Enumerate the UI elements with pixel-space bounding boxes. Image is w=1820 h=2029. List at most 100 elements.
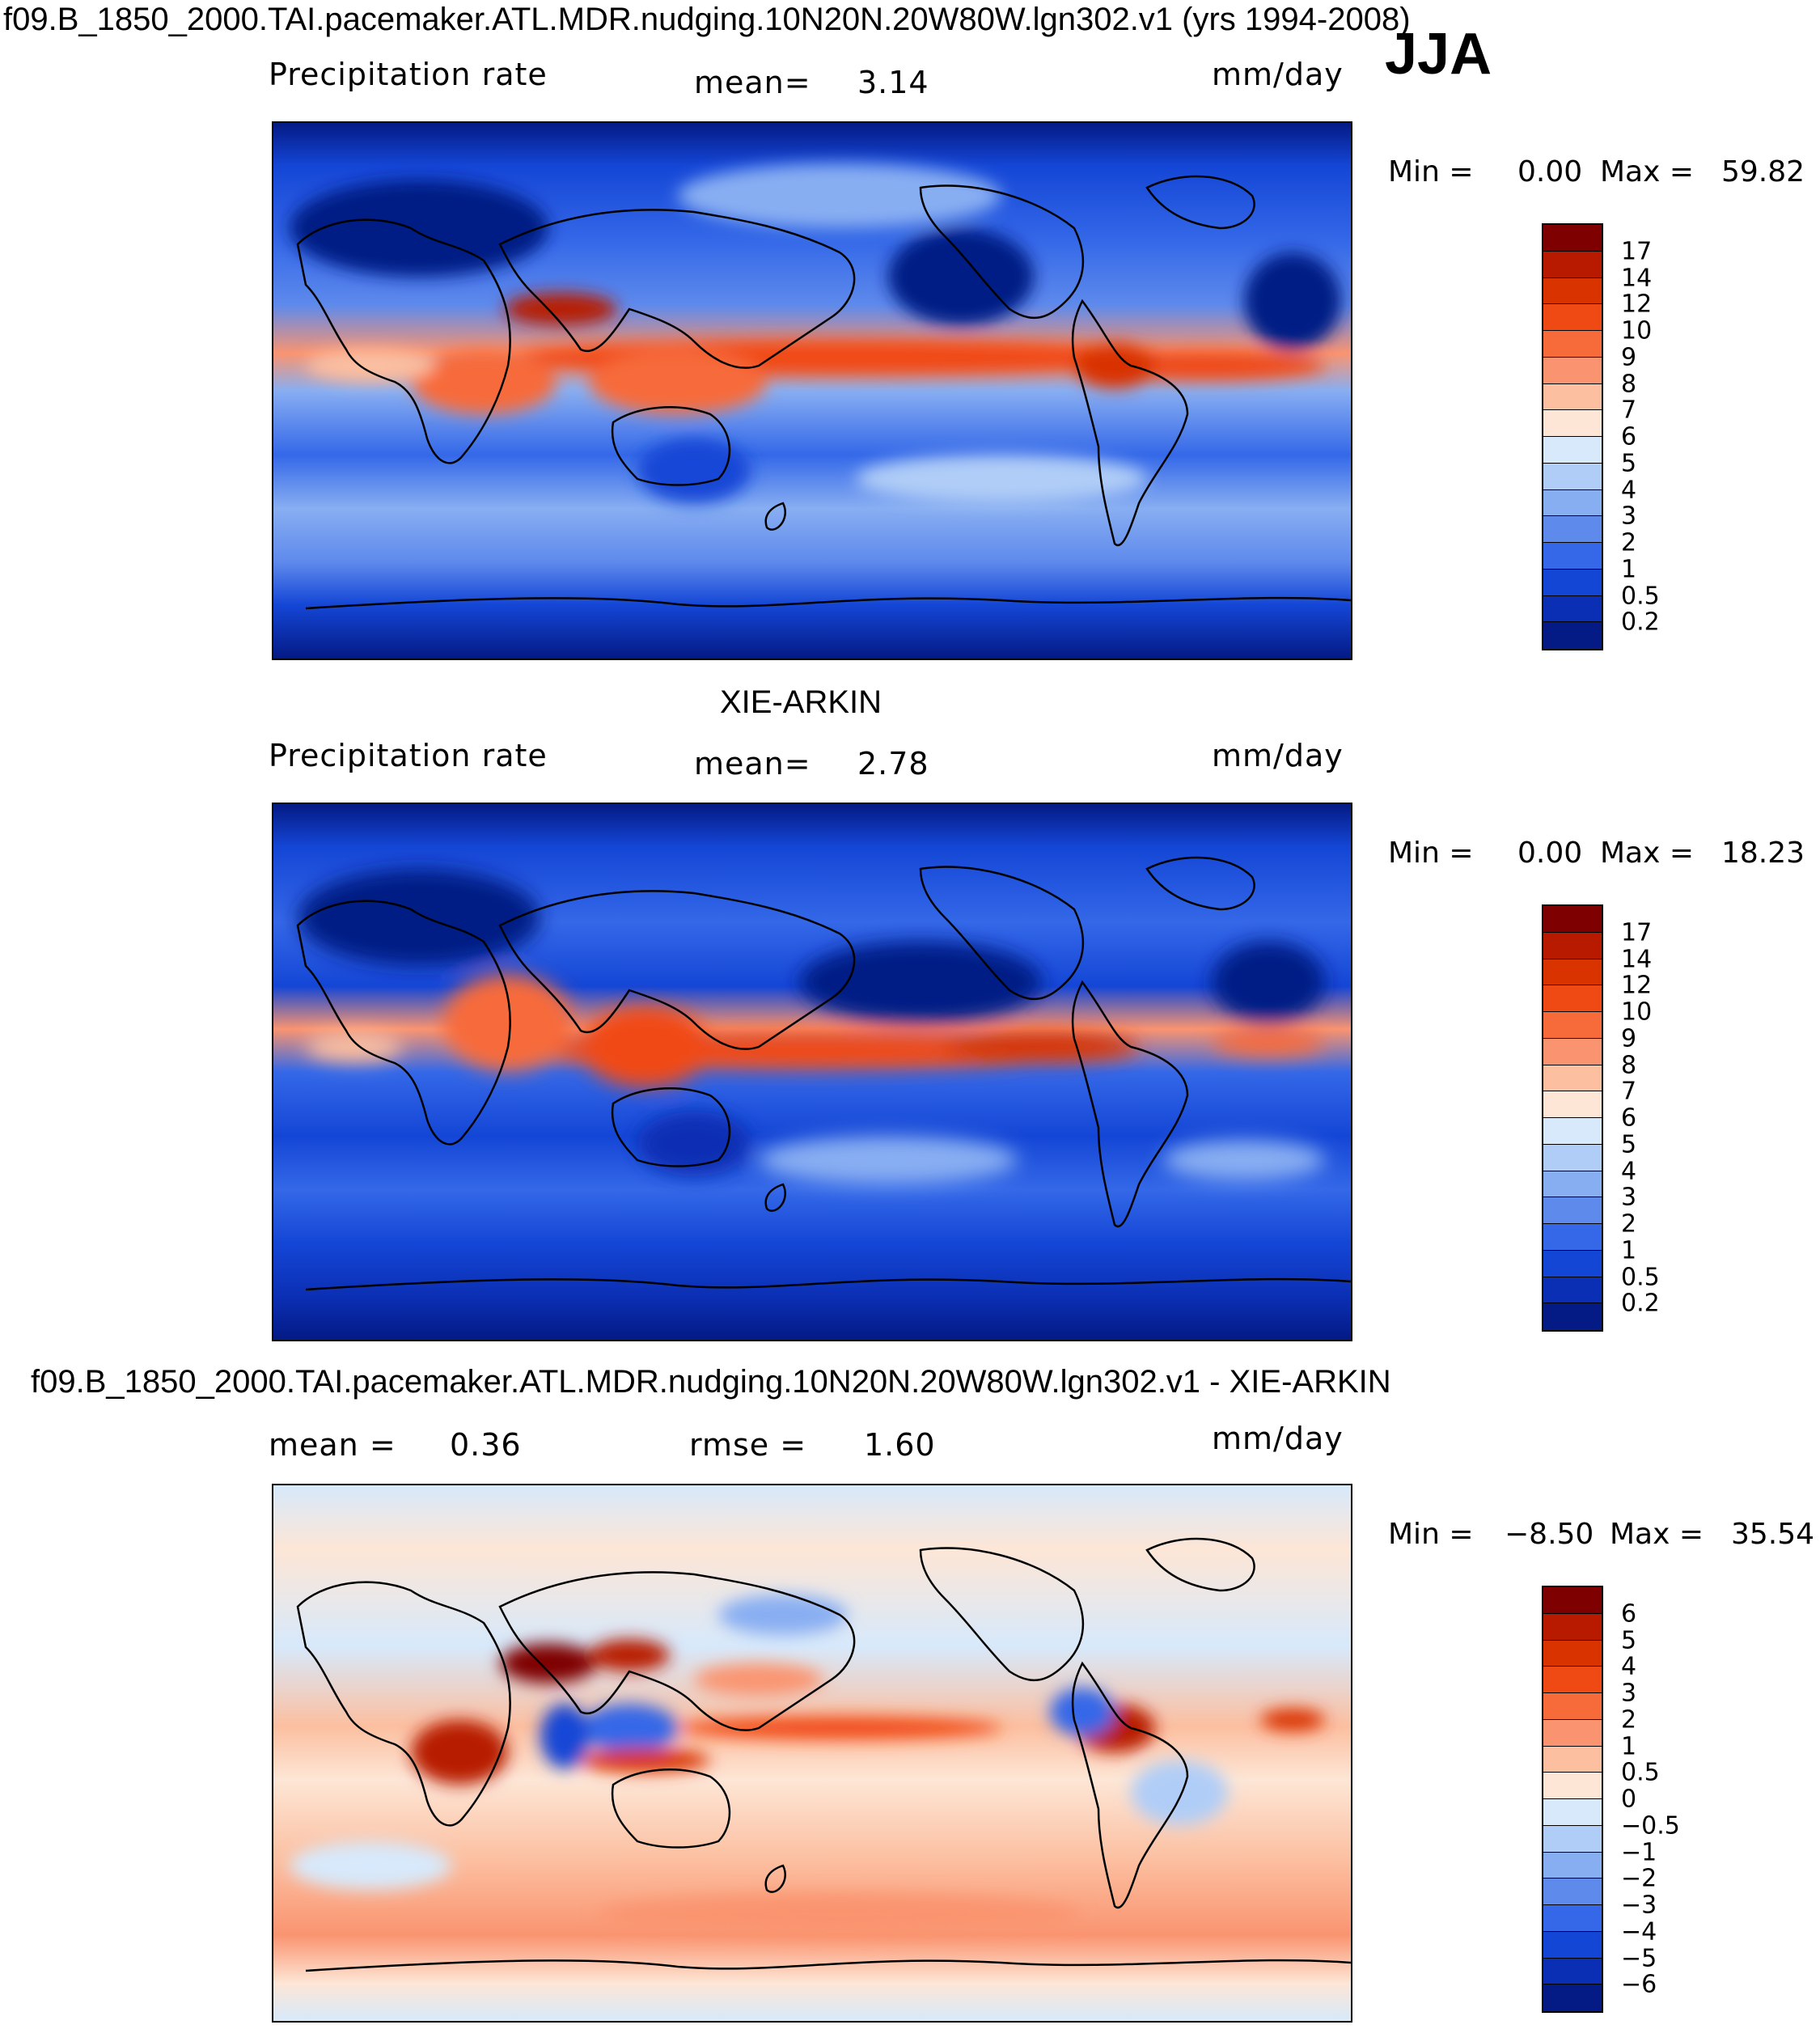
colorbar-swatch	[1543, 489, 1602, 517]
colorbar-swatch	[1543, 383, 1602, 411]
colorbar	[1542, 223, 1603, 650]
coastlines	[296, 175, 1351, 610]
colorbar-tick-label: 3	[1621, 1183, 1637, 1212]
colorbar-swatch	[1543, 331, 1602, 358]
colorbar-swatch	[1543, 410, 1602, 437]
colorbar-tick-label: 3	[1621, 502, 1637, 531]
field-label: Precipitation rate	[269, 57, 548, 92]
colorbar-tick-label: −6	[1621, 1970, 1657, 1999]
colorbar-swatch	[1543, 1985, 1602, 2011]
max-label: Max =	[1600, 837, 1695, 870]
colorbar-tick-label: 10	[1621, 998, 1653, 1027]
colorbar-tick-label: −1	[1621, 1838, 1657, 1866]
mean-value: 3.14	[857, 65, 929, 100]
colorbar-tick-label: 0.2	[1621, 1289, 1660, 1318]
colorbar-tick-label: 5	[1621, 449, 1637, 478]
colorbar-swatch	[1543, 1065, 1602, 1092]
min-label: Min =	[1388, 1518, 1474, 1551]
colorbar-tick-label: 2	[1621, 1209, 1637, 1239]
precip-features	[290, 163, 1341, 503]
colorbar-tick-label: −0.5	[1621, 1811, 1680, 1841]
colorbar-tick-label: 14	[1621, 945, 1653, 973]
colorbar-tick-label: 8	[1621, 370, 1637, 398]
rmse-value: 1.60	[864, 1427, 936, 1463]
colorbar-swatch	[1543, 1091, 1602, 1118]
colorbar-tick-label: 5	[1621, 1626, 1637, 1654]
colorbar-tick-label: 0.2	[1621, 608, 1660, 637]
colorbar-swatch	[1543, 569, 1602, 596]
colorbar-tick-label: 8	[1621, 1051, 1637, 1079]
figure-title: f09.B_1850_2000.TAI.pacemaker.ATL.MDR.nu…	[3, 2, 1411, 37]
colorbar-tick-label: 4	[1621, 476, 1637, 504]
colorbar-swatch	[1543, 1277, 1602, 1304]
colorbar-tick-label: −4	[1621, 1917, 1657, 1946]
max-value: 35.54	[1731, 1518, 1815, 1551]
mean-label: mean=	[694, 65, 811, 100]
colorbar-swatch	[1543, 1773, 1602, 1799]
colorbar-swatch	[1543, 595, 1602, 623]
colorbar-tick-label: 12	[1621, 971, 1653, 1000]
rmse-label: rmse =	[689, 1427, 807, 1463]
colorbar-swatch	[1543, 1746, 1602, 1773]
colorbar-swatch	[1543, 1667, 1602, 1693]
colorbar-swatch	[1543, 437, 1602, 464]
colorbar-swatch	[1543, 277, 1602, 305]
coastlines	[296, 856, 1351, 1291]
colorbar-swatch	[1543, 1825, 1602, 1853]
units-label: mm/day	[1212, 1421, 1344, 1456]
units-label: mm/day	[1212, 57, 1344, 92]
colorbar-tick-label: 5	[1621, 1130, 1637, 1159]
colorbar-swatch	[1543, 516, 1602, 543]
colorbar-swatch	[1543, 959, 1602, 986]
colorbar-tick-label: 4	[1621, 1157, 1637, 1185]
colorbar-swatch	[1543, 543, 1602, 570]
colorbar-tick-label: 14	[1621, 264, 1653, 292]
mean-label: mean =	[269, 1427, 396, 1463]
colorbar-swatch	[1543, 932, 1602, 959]
colorbar-tick-label: 0.5	[1621, 582, 1660, 610]
colorbar-tick-label: 17	[1621, 237, 1653, 266]
max-label: Max =	[1600, 155, 1695, 188]
colorbar-tick-label: 6	[1621, 1103, 1637, 1133]
colorbar-tick-label: −3	[1621, 1891, 1657, 1920]
colorbar-tick-label: 2	[1621, 528, 1637, 557]
colorbar-swatch	[1543, 251, 1602, 278]
colorbar-swatch	[1543, 1613, 1602, 1641]
colorbar-swatch	[1543, 225, 1602, 252]
colorbar-swatch	[1543, 1038, 1602, 1065]
colorbar-tick-label: 17	[1621, 918, 1653, 947]
colorbar-swatch	[1543, 1719, 1602, 1747]
colorbar-swatch	[1543, 1640, 1602, 1667]
mean-label: mean=	[694, 746, 811, 782]
colorbar-tick-label: 0.5	[1621, 1263, 1660, 1291]
colorbar-tick-label: 10	[1621, 316, 1653, 345]
colorbar-tick-label: 0	[1621, 1785, 1637, 1814]
colorbar-tick-label: −5	[1621, 1944, 1657, 1972]
max-value: 59.82	[1721, 155, 1805, 188]
precipitation-map	[272, 803, 1352, 1341]
min-value: −8.50	[1505, 1518, 1594, 1551]
difference-map	[272, 1484, 1352, 2023]
colorbar-swatch	[1543, 1693, 1602, 1720]
colorbar	[1542, 1586, 1603, 2013]
colorbar-swatch	[1543, 1931, 1602, 1959]
colorbar-swatch	[1543, 985, 1602, 1012]
colorbar-tick-label: −2	[1621, 1864, 1657, 1893]
colorbar-tick-label: 9	[1621, 343, 1637, 372]
colorbar-swatch	[1543, 622, 1602, 649]
colorbar-tick-label: 1	[1621, 1732, 1637, 1760]
panel-title: f09.B_1850_2000.TAI.pacemaker.ATL.MDR.nu…	[31, 1364, 1391, 1400]
colorbar-tick-label: 12	[1621, 290, 1653, 319]
colorbar-swatch	[1543, 463, 1602, 490]
colorbar-swatch	[1543, 1303, 1602, 1330]
colorbar-swatch	[1543, 1012, 1602, 1039]
mean-value: 0.36	[450, 1427, 522, 1463]
colorbar-swatch	[1543, 304, 1602, 331]
colorbar-tick-label: 9	[1621, 1024, 1637, 1053]
field-label: Precipitation rate	[269, 738, 548, 773]
max-label: Max =	[1610, 1518, 1704, 1551]
colorbar-tick-label: 2	[1621, 1705, 1637, 1735]
season-label: JJA	[1385, 22, 1492, 87]
precip-features	[298, 869, 1325, 1184]
coastlines	[296, 1537, 1351, 1972]
